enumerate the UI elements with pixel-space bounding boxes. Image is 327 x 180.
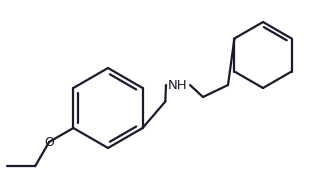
Text: NH: NH — [168, 78, 188, 91]
Text: O: O — [44, 136, 54, 148]
